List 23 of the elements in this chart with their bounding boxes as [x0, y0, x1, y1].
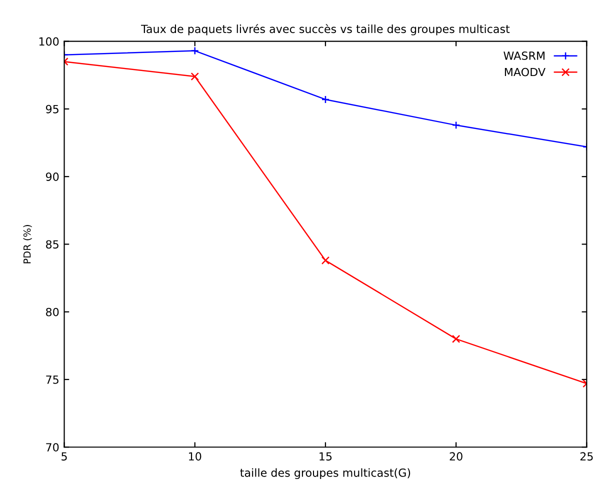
point	[321, 95, 330, 104]
chart-title: Taux de paquets livrés avec succès vs taille des groupes multicast	[140, 24, 510, 36]
point	[190, 46, 199, 55]
point	[452, 121, 460, 130]
y-tick-label: 90	[46, 172, 59, 181]
x-tick-label: 10	[189, 452, 202, 461]
y-tick-label: 80	[46, 308, 59, 316]
y-tick-label: 75	[46, 376, 58, 384]
x-tick-label: 25	[580, 452, 593, 461]
y-tick-label: 85	[46, 240, 58, 249]
y-tick-label: 100	[39, 37, 59, 46]
point	[452, 334, 460, 343]
y-tick-label: 95	[46, 104, 58, 114]
point	[321, 256, 330, 265]
legend-label: WASRM	[504, 52, 544, 60]
x-tick-label: 20	[450, 452, 462, 461]
x-tick-label: 5	[62, 452, 67, 461]
y-axis-title: PDR (%)	[23, 225, 32, 264]
x-tick-label: 15	[320, 452, 332, 461]
legend-label: MAODV	[504, 68, 546, 76]
y-tick-label: 70	[46, 443, 59, 452]
x-axis-title: taille des groupes multicast(G)	[240, 468, 410, 480]
point	[190, 72, 199, 81]
